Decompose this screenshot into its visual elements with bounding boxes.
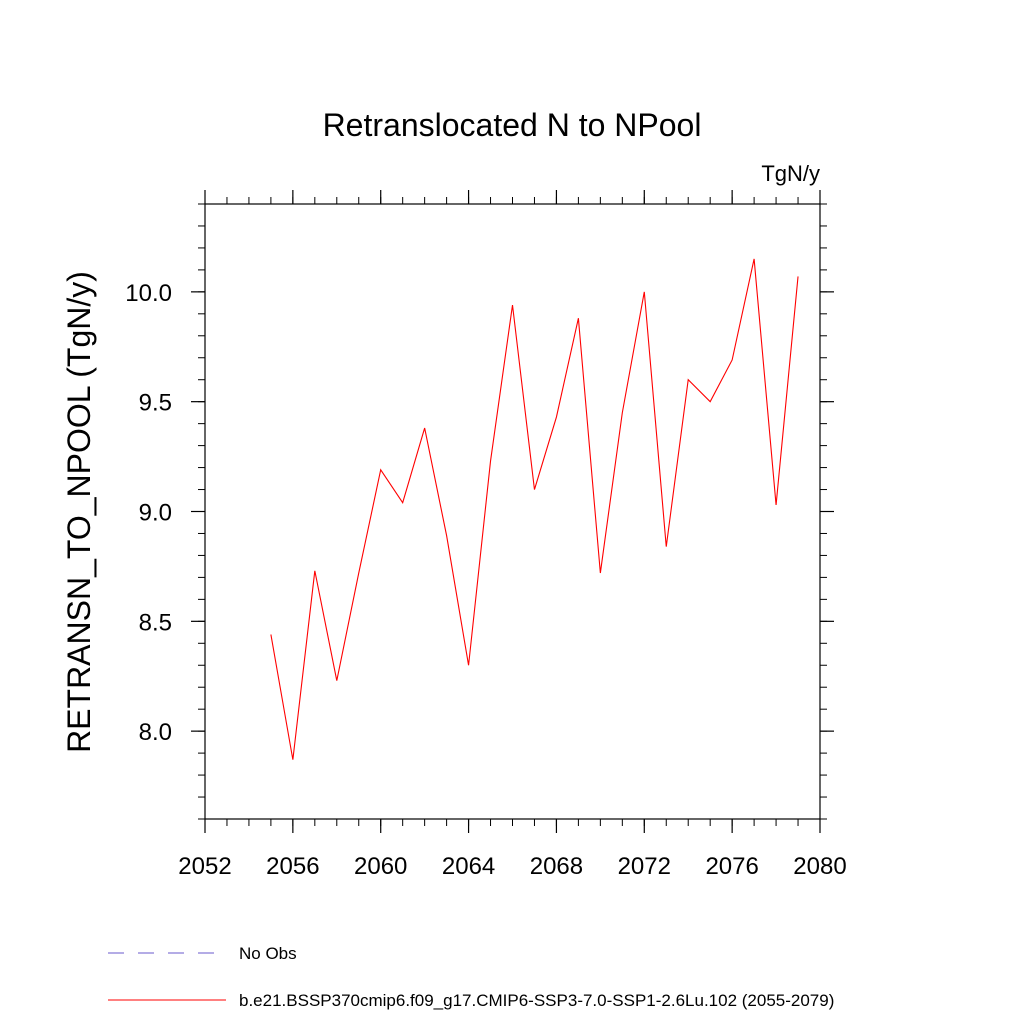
y-tick-labels: 8.0 8.5 9.0 9.5 10.0 xyxy=(125,280,172,746)
plot-frame xyxy=(204,203,821,820)
legend-label-no-obs: No Obs xyxy=(239,944,297,963)
x-tick-labels: 2052 2056 2060 2064 2068 2072 2076 2080 xyxy=(178,853,846,880)
x-tick-label: 2056 xyxy=(266,853,319,880)
x-tick-label: 2080 xyxy=(793,853,846,880)
y-axis-label: RETRANSN_TO_NPOOL (TgN/y) xyxy=(61,271,97,753)
y-tick-label: 9.0 xyxy=(139,500,172,527)
legend: No Obs b.e21.BSSP370cmip6.f09_g17.CMIP6-… xyxy=(108,944,834,1010)
y-tick-label: 10.0 xyxy=(125,280,172,307)
chart-title: Retranslocated N to NPool xyxy=(323,107,702,143)
major-ticks xyxy=(191,190,834,833)
x-tick-label: 2068 xyxy=(530,853,583,880)
series-line xyxy=(270,258,799,760)
minor-ticks xyxy=(198,197,827,826)
x-tick-label: 2052 xyxy=(178,853,231,880)
x-tick-label: 2072 xyxy=(618,853,671,880)
x-tick-label: 2060 xyxy=(354,853,407,880)
x-tick-label: 2076 xyxy=(705,853,758,880)
series-layer xyxy=(270,258,799,760)
legend-label-model: b.e21.BSSP370cmip6.f09_g17.CMIP6-SSP3-7.… xyxy=(239,991,834,1010)
y-tick-label: 8.5 xyxy=(139,609,172,636)
y-tick-label: 9.5 xyxy=(139,390,172,417)
units-label: TgN/y xyxy=(761,161,820,186)
y-tick-label: 8.0 xyxy=(139,719,172,746)
x-tick-label: 2064 xyxy=(442,853,495,880)
